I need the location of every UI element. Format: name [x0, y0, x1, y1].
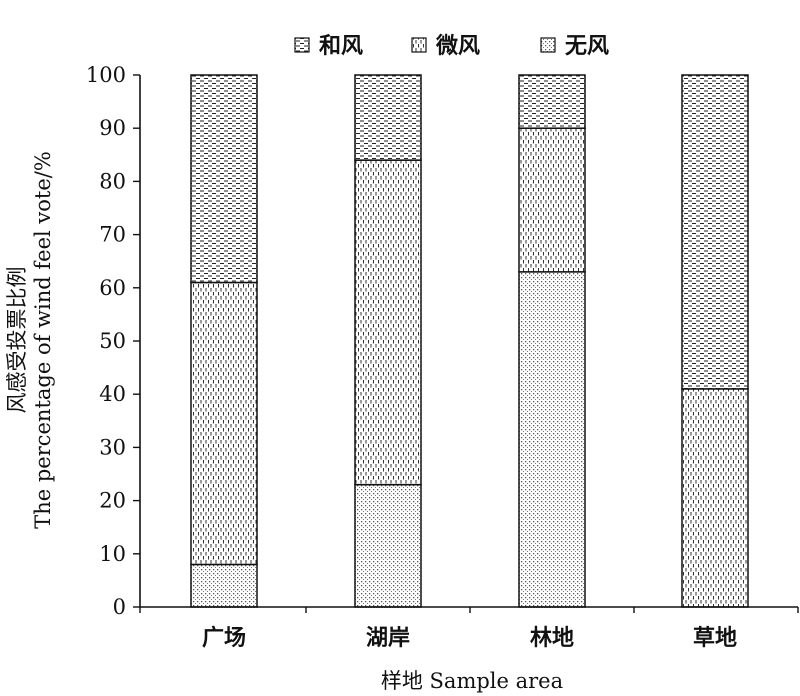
y-tick-label: 100: [86, 63, 126, 87]
bar-segment-4-2: [681, 388, 749, 608]
bar-segment-2-3: [354, 74, 422, 161]
legend-label: 微风: [435, 33, 480, 59]
y-tick-label: 10: [99, 542, 126, 566]
x-tick-label: 草地: [693, 625, 737, 651]
y-tick-label: 90: [99, 116, 126, 140]
bar-segment-1-1: [190, 563, 258, 608]
x-tick-label: 湖岸: [366, 626, 410, 651]
legend-label: 和风: [319, 34, 363, 59]
y-tick-label: 0: [113, 595, 126, 619]
bar-segment-3-2: [518, 127, 586, 273]
bar-segment-2-1: [354, 483, 422, 608]
y-tick-label: 80: [99, 169, 126, 193]
y-tick-label: 20: [99, 489, 126, 513]
y-axis-title-english: The percentage of wind feel vote/%: [31, 151, 55, 529]
bar-segment-3-3: [518, 74, 586, 129]
bar-segment-1-3: [190, 74, 258, 284]
bar-segment-4-3: [681, 74, 749, 390]
legend-swatch: [294, 37, 310, 53]
legend-swatch: [411, 37, 427, 53]
y-tick-label: 70: [99, 223, 126, 247]
x-tick-label: 广场: [202, 625, 246, 651]
bar-segment-1-2: [190, 281, 258, 566]
x-tick-label: 林地: [530, 626, 574, 651]
y-axis-title-chinese: 风感受投票比例: [5, 267, 29, 414]
legend-label: 无风: [565, 34, 609, 59]
plot-area: [190, 74, 749, 608]
legend-item: 微风: [411, 33, 480, 59]
bar-segment-3-1: [518, 271, 586, 608]
legend-item: 无风: [540, 34, 609, 59]
y-tick-label: 60: [99, 276, 126, 300]
legend-item: 和风: [294, 34, 363, 59]
y-tick-label: 40: [99, 382, 126, 406]
bar-segment-2-2: [354, 159, 422, 486]
y-tick-label: 30: [99, 435, 126, 459]
chart-axes: 广场 湖岸 林地 草地 0 10 20 30 40 50 60 70 80 90 100: [86, 63, 799, 651]
chart-legend: 和风 微风 无风: [294, 33, 609, 59]
x-axis-title: 样地 Sample area: [381, 669, 563, 693]
legend-swatch: [540, 37, 556, 53]
y-tick-label: 50: [99, 329, 126, 353]
